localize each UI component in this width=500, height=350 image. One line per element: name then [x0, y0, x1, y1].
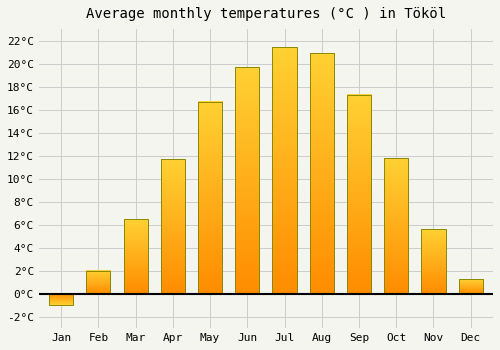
Bar: [272, 48, 296, 294]
Bar: [160, 159, 185, 294]
Bar: [124, 219, 148, 294]
Bar: [458, 279, 483, 294]
Bar: [235, 67, 260, 294]
Bar: [422, 229, 446, 294]
Bar: [86, 271, 110, 294]
Bar: [310, 53, 334, 294]
Bar: [49, 294, 73, 305]
Title: Average monthly temperatures (°C ) in Tököl: Average monthly temperatures (°C ) in Tö…: [86, 7, 446, 21]
Bar: [198, 102, 222, 294]
Bar: [347, 94, 371, 294]
Bar: [384, 158, 408, 294]
